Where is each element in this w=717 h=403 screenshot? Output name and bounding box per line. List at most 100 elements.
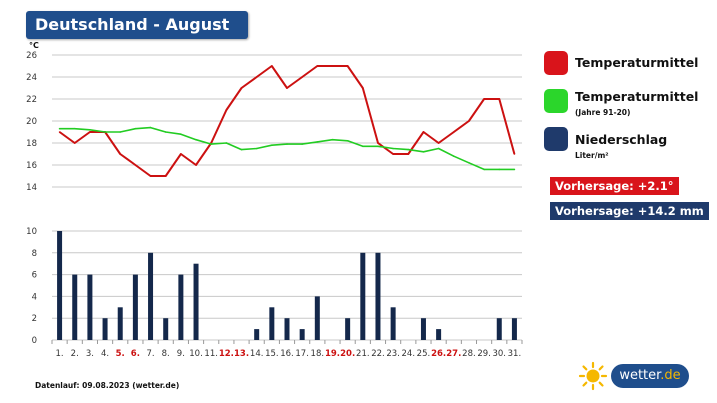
temp-tick-label: 26 bbox=[26, 51, 37, 61]
precip-bar bbox=[178, 274, 184, 340]
precip-bar bbox=[269, 307, 275, 340]
x-day-label: 25. bbox=[417, 349, 431, 359]
precip-bar bbox=[57, 231, 63, 340]
temperature-normal-point bbox=[498, 168, 501, 171]
temperature-point bbox=[468, 120, 470, 122]
temp-tick-label: 24 bbox=[26, 73, 37, 83]
temperature-point bbox=[134, 164, 137, 166]
temperature-normal-point bbox=[255, 147, 258, 150]
temperature-point bbox=[164, 175, 167, 177]
temperature-normal-point bbox=[195, 138, 197, 141]
temperature-normal-point bbox=[104, 131, 106, 133]
legend-label-temperature: Temperaturmittel bbox=[575, 55, 699, 70]
x-day-label: 18. bbox=[311, 349, 325, 359]
x-day-label: 13. bbox=[234, 349, 249, 359]
temperature-normal-point bbox=[452, 155, 455, 157]
temp-axis-unit: °C bbox=[29, 41, 39, 50]
x-day-label: 6. bbox=[131, 349, 140, 359]
precip-bar bbox=[375, 252, 381, 340]
precip-bar bbox=[132, 274, 138, 340]
legend-swatch-temperature-normal bbox=[544, 89, 568, 113]
precip-tick-label: 10 bbox=[26, 227, 37, 237]
temperature-normal-point bbox=[164, 131, 167, 133]
x-day-label: 23. bbox=[386, 349, 400, 359]
legend-label-temperature-normal: Temperaturmittel bbox=[575, 89, 699, 104]
temperature-normal-point bbox=[210, 143, 212, 145]
temperature-point bbox=[362, 87, 364, 89]
precip-bar bbox=[87, 274, 93, 340]
temperature-normal-point bbox=[58, 127, 61, 130]
temp-tick-label: 14 bbox=[26, 183, 37, 193]
forecast-precipitation-badge: Vorhersage: +14.2 mm bbox=[550, 202, 709, 220]
x-day-label: 1. bbox=[56, 349, 64, 359]
temperature-normal-point bbox=[180, 133, 182, 135]
precip-tick-label: 2 bbox=[32, 314, 37, 324]
x-day-label: 2. bbox=[71, 349, 79, 359]
precip-bar bbox=[117, 307, 123, 340]
precip-bar bbox=[436, 329, 442, 340]
temperature-point bbox=[255, 76, 258, 78]
precip-bar bbox=[360, 252, 366, 340]
x-day-label: 26. bbox=[431, 349, 446, 359]
temperature-point bbox=[407, 153, 410, 155]
x-day-label: 20. bbox=[340, 349, 355, 359]
temperature-normal-point bbox=[286, 143, 288, 145]
temperature-point bbox=[58, 131, 61, 133]
temperature-point bbox=[225, 109, 228, 111]
temperature-normal-point bbox=[392, 147, 394, 150]
temperature-point bbox=[195, 164, 197, 166]
temperature-normal-point bbox=[468, 162, 470, 164]
temperature-normal-line bbox=[59, 126, 515, 171]
temperature-point bbox=[437, 142, 440, 144]
temperature-point bbox=[73, 142, 76, 144]
temperature-normal-point bbox=[73, 127, 76, 130]
temperature-point bbox=[377, 142, 379, 144]
temperature-point bbox=[392, 153, 394, 155]
forecast-temperature-badge: Vorhersage: +2.1° bbox=[550, 177, 679, 195]
temperature-point bbox=[240, 87, 243, 89]
temperature-normal-point bbox=[89, 129, 91, 131]
x-day-label: 24. bbox=[402, 349, 416, 359]
temperature-point bbox=[149, 175, 152, 177]
temperature-point bbox=[452, 131, 455, 133]
temp-tick-label: 20 bbox=[26, 117, 37, 127]
x-day-label: 15. bbox=[265, 349, 279, 359]
precip-bar bbox=[254, 329, 260, 340]
logo-name: wetter bbox=[619, 368, 661, 383]
precip-bar bbox=[193, 263, 199, 340]
x-day-label: 27. bbox=[446, 349, 461, 359]
x-day-label: 30. bbox=[492, 349, 506, 359]
precip-bar bbox=[299, 329, 305, 340]
precip-bar bbox=[345, 318, 351, 340]
precip-tick-label: 6 bbox=[32, 271, 37, 281]
wetter-logo[interactable]: wetter.de bbox=[577, 361, 689, 391]
precip-bar bbox=[511, 318, 517, 340]
temperature-normal-point bbox=[346, 140, 349, 142]
x-day-label: 4. bbox=[101, 349, 109, 359]
x-day-label: 8. bbox=[162, 349, 170, 359]
temp-tick-label: 16 bbox=[26, 161, 37, 171]
data-run-footer: Datenlauf: 09.08.2023 (wetter.de) bbox=[35, 381, 180, 390]
temperature-normal-point bbox=[301, 143, 303, 145]
precip-bar bbox=[314, 296, 320, 340]
x-day-label: 11. bbox=[204, 349, 218, 359]
x-day-label: 12. bbox=[219, 349, 234, 359]
temperature-point bbox=[119, 153, 122, 155]
x-day-label: 19. bbox=[325, 349, 340, 359]
logo-tld: .de bbox=[660, 368, 681, 383]
legend-sublabel-precipitation: Liter/m² bbox=[575, 151, 609, 160]
x-day-label: 9. bbox=[177, 349, 185, 359]
precip-bar bbox=[390, 307, 396, 340]
temperature-normal-point bbox=[362, 145, 364, 148]
temperature-point bbox=[498, 98, 501, 100]
sun-icon bbox=[578, 361, 608, 391]
temperature-normal-point bbox=[225, 142, 228, 144]
temperature-normal-point bbox=[119, 131, 122, 133]
x-day-label: 3. bbox=[86, 349, 94, 359]
precip-tick-label: 8 bbox=[32, 249, 37, 259]
precip-bar bbox=[420, 318, 426, 340]
temperature-point bbox=[180, 153, 182, 155]
x-day-label: 31. bbox=[508, 349, 522, 359]
x-day-label: 22. bbox=[371, 349, 385, 359]
x-day-label: 29. bbox=[477, 349, 491, 359]
